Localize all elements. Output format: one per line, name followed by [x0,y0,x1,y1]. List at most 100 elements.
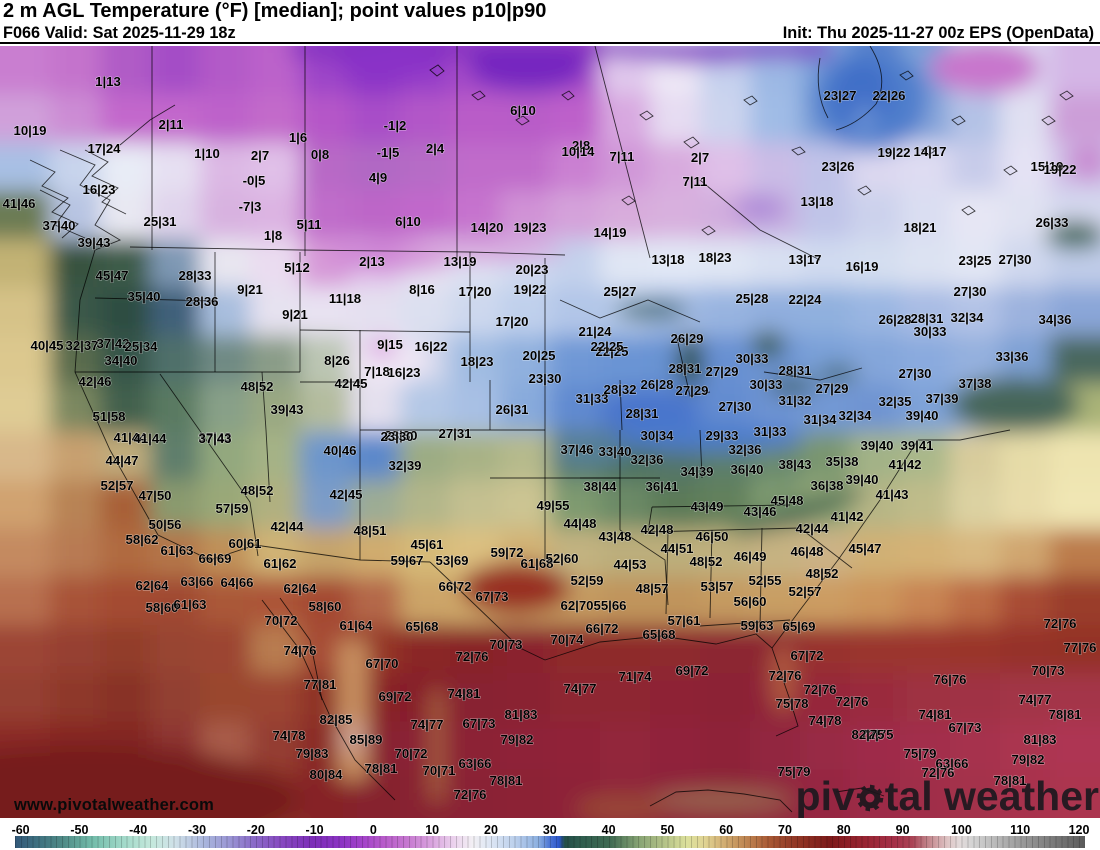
svg-text:41|43: 41|43 [875,487,908,502]
svg-text:25|28: 25|28 [735,291,768,306]
svg-text:28|32: 28|32 [603,382,636,397]
svg-text:36|41: 36|41 [645,479,678,494]
svg-text:67|73: 67|73 [948,720,981,735]
svg-text:31|33: 31|33 [753,424,786,439]
svg-text:32|37: 32|37 [65,338,98,353]
svg-text:16|23: 16|23 [82,182,115,197]
svg-text:72|76: 72|76 [835,694,868,709]
svg-text:39|40: 39|40 [845,472,878,487]
svg-text:23|27: 23|27 [823,88,856,103]
svg-text:27|29: 27|29 [815,381,848,396]
svg-text:22|25: 22|25 [595,344,628,359]
svg-text:49|55: 49|55 [536,498,569,513]
svg-text:13|18: 13|18 [651,252,684,267]
svg-text:43|48: 43|48 [598,529,631,544]
svg-text:27|30: 27|30 [998,252,1031,267]
svg-text:33|40: 33|40 [598,444,631,459]
svg-text:44|47: 44|47 [105,453,138,468]
svg-text:10|14: 10|14 [561,144,595,159]
svg-text:-0|5: -0|5 [243,173,266,188]
svg-text:67|73: 67|73 [475,589,508,604]
svg-text:45|47: 45|47 [95,268,128,283]
svg-text:62|64: 62|64 [283,581,317,596]
svg-text:79|83: 79|83 [295,746,328,761]
svg-text:39|43: 39|43 [77,235,110,250]
svg-text:28|31: 28|31 [778,363,811,378]
svg-text:58|62: 58|62 [125,532,158,547]
svg-text:37|46: 37|46 [560,442,593,457]
svg-text:79|82: 79|82 [1011,752,1044,767]
svg-text:7|18: 7|18 [364,364,390,379]
svg-text:76|76: 76|76 [933,672,966,687]
svg-text:23|30: 23|30 [528,371,561,386]
svg-text:35|38: 35|38 [825,454,858,469]
svg-text:30|33: 30|33 [735,351,768,366]
svg-text:36|38: 36|38 [810,478,843,493]
svg-text:19|22: 19|22 [513,282,546,297]
svg-text:53|69: 53|69 [435,553,468,568]
svg-text:72|76: 72|76 [453,787,486,802]
svg-text:28|31: 28|31 [625,406,658,421]
svg-text:74|81: 74|81 [447,686,480,701]
svg-text:15|19: 15|19 [1030,159,1063,174]
svg-text:80|84: 80|84 [309,767,343,782]
svg-text:18|21: 18|21 [903,220,936,235]
svg-text:46|48: 46|48 [790,544,823,559]
svg-text:75|78: 75|78 [775,696,808,711]
svg-text:57|61: 57|61 [667,613,700,628]
svg-text:20|25: 20|25 [522,348,555,363]
svg-text:2|7: 2|7 [251,148,269,163]
svg-text:23|26: 23|26 [821,159,854,174]
svg-text:45|48: 45|48 [770,493,803,508]
svg-text:32|34: 32|34 [950,310,984,325]
svg-text:42|46: 42|46 [78,374,111,389]
svg-text:78|81: 78|81 [489,773,522,788]
svg-text:4|9: 4|9 [369,170,387,185]
svg-text:2|13: 2|13 [359,254,385,269]
svg-text:51|58: 51|58 [92,409,125,424]
svg-text:33|36: 33|36 [995,349,1028,364]
svg-text:25|27: 25|27 [603,284,636,299]
svg-text:59|72: 59|72 [490,545,523,560]
svg-text:26|28: 26|28 [640,377,673,392]
svg-text:57|59: 57|59 [215,501,248,516]
svg-text:52|55: 52|55 [748,573,781,588]
svg-text:35|40: 35|40 [127,289,160,304]
svg-text:69|72: 69|72 [378,689,411,704]
svg-text:9|21: 9|21 [237,282,263,297]
svg-text:1|6: 1|6 [289,130,307,145]
svg-text:20|23: 20|23 [515,262,548,277]
svg-text:14|20: 14|20 [470,220,503,235]
svg-text:37|42: 37|42 [96,336,129,351]
svg-text:31|34: 31|34 [803,412,837,427]
svg-text:23|25: 23|25 [958,253,991,268]
svg-text:74|78: 74|78 [272,728,305,743]
svg-text:13|18: 13|18 [800,194,833,209]
svg-text:6|10: 6|10 [510,103,536,118]
svg-text:19|23: 19|23 [513,220,546,235]
svg-text:38|43: 38|43 [778,457,811,472]
svg-text:16|19: 16|19 [845,259,878,274]
svg-text:45|61: 45|61 [410,537,443,552]
svg-text:79|82: 79|82 [500,732,533,747]
svg-text:60|61: 60|61 [228,536,261,551]
svg-text:70|74: 70|74 [550,632,584,647]
svg-text:48|51: 48|51 [353,523,386,538]
svg-text:72|76: 72|76 [768,668,801,683]
svg-text:52|59: 52|59 [570,573,603,588]
svg-text:22|24: 22|24 [788,292,822,307]
svg-text:16|23: 16|23 [387,365,420,380]
svg-text:63|66: 63|66 [180,574,213,589]
svg-text:50|56: 50|56 [148,517,181,532]
svg-text:64|66: 64|66 [220,575,253,590]
svg-text:43|46: 43|46 [743,504,776,519]
svg-text:48|57: 48|57 [635,581,668,596]
svg-text:63|66: 63|66 [458,756,491,771]
svg-text:28|33: 28|33 [178,268,211,283]
svg-text:59|63: 59|63 [740,618,773,633]
svg-text:19|22: 19|22 [1043,162,1076,177]
svg-text:44|48: 44|48 [563,516,596,531]
svg-text:63|66: 63|66 [935,756,968,771]
svg-text:32|35: 32|35 [878,394,911,409]
svg-text:74|78: 74|78 [808,713,841,728]
